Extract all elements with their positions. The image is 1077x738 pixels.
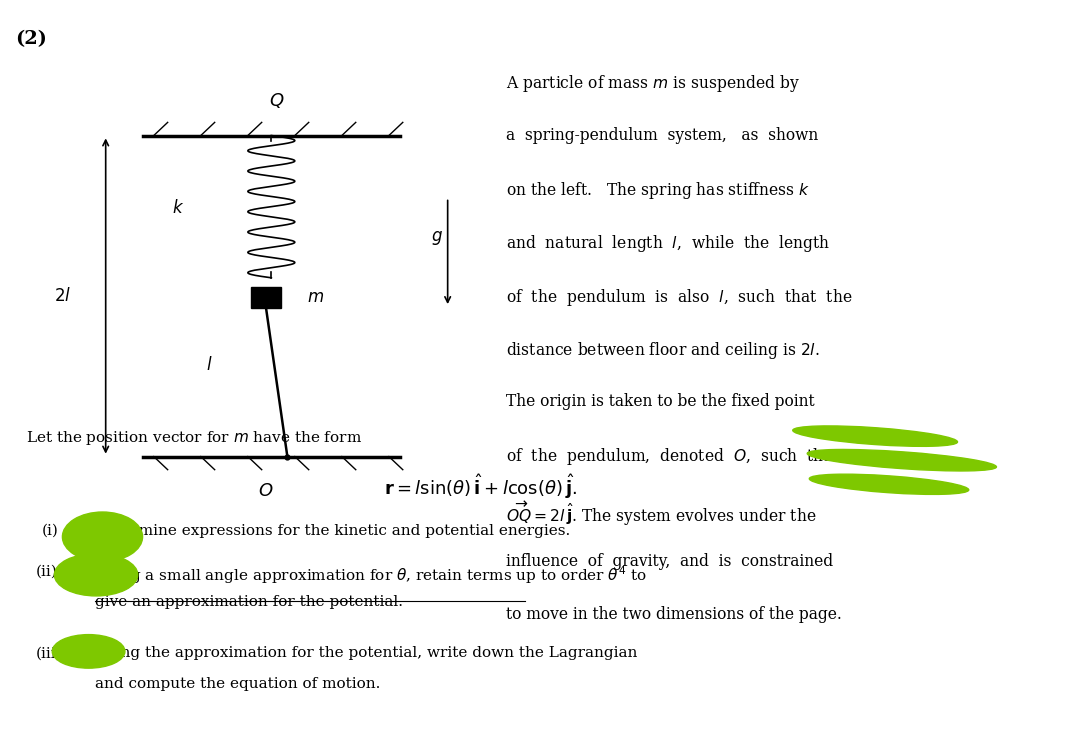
Text: influence  of  gravity,  and  is  constrained: influence of gravity, and is constrained: [506, 553, 834, 570]
Text: $Q$: $Q$: [269, 91, 284, 110]
Text: of  the  pendulum  is  also  $l$,  such  that  the: of the pendulum is also $l$, such that t…: [506, 286, 853, 308]
Text: and compute the equation of motion.: and compute the equation of motion.: [95, 677, 380, 691]
Ellipse shape: [55, 554, 138, 596]
Ellipse shape: [62, 512, 142, 562]
Text: (2): (2): [15, 30, 46, 48]
Text: to move in the two dimensions of the page.: to move in the two dimensions of the pag…: [506, 606, 842, 623]
Text: and  natural  length  $l$,  while  the  length: and natural length $l$, while the length: [506, 233, 830, 255]
Text: $\overrightarrow{OQ} = 2l\,\hat{\mathbf{j}}$. The system evolves under the: $\overrightarrow{OQ} = 2l\,\hat{\mathbf{…: [506, 500, 816, 528]
Text: $g$: $g$: [431, 229, 443, 246]
Text: $2l$: $2l$: [55, 287, 71, 305]
Text: A particle of mass $m$ is suspended by: A particle of mass $m$ is suspended by: [506, 74, 800, 94]
Text: The origin is taken to be the fixed point: The origin is taken to be the fixed poin…: [506, 393, 815, 410]
Text: distance between floor and ceiling is $2l$.: distance between floor and ceiling is $2…: [506, 339, 821, 361]
Text: (ii): (ii): [37, 565, 58, 579]
Text: a  spring-pendulum  system,   as  shown: a spring-pendulum system, as shown: [506, 127, 819, 144]
Text: $m$: $m$: [307, 289, 324, 306]
Text: $k$: $k$: [171, 199, 184, 218]
Ellipse shape: [793, 426, 957, 446]
Text: $\mathbf{r} = l\sin(\theta)\,\hat{\mathbf{i}} + l\cos(\theta)\,\hat{\mathbf{j}}.: $\mathbf{r} = l\sin(\theta)\,\hat{\mathb…: [383, 472, 577, 501]
Ellipse shape: [808, 449, 996, 471]
Text: on the left.   The spring has stiffness $k$: on the left. The spring has stiffness $k…: [506, 180, 811, 201]
Text: give an approximation for the potential.: give an approximation for the potential.: [95, 595, 403, 609]
Text: (iii): (iii): [37, 646, 62, 661]
Text: Using a small angle approximation for $\theta$, retain terms up to order $\theta: Using a small angle approximation for $\…: [95, 565, 647, 586]
Text: Using the approximation for the potential, write down the Lagrangian: Using the approximation for the potentia…: [95, 646, 638, 661]
Text: $O$: $O$: [258, 482, 274, 500]
Text: Let the position vector for $m$ have the form: Let the position vector for $m$ have the…: [26, 429, 362, 446]
Text: (i): (i): [42, 524, 58, 538]
Ellipse shape: [809, 475, 968, 494]
Text: of  the  pendulum,  denoted  $O$,  such  that: of the pendulum, denoted $O$, such that: [506, 446, 840, 467]
Ellipse shape: [53, 635, 125, 668]
Text: $l$: $l$: [206, 356, 212, 374]
Text: Determine expressions for the kinetic and potential energies.: Determine expressions for the kinetic an…: [95, 524, 570, 538]
Bar: [251, 287, 281, 308]
